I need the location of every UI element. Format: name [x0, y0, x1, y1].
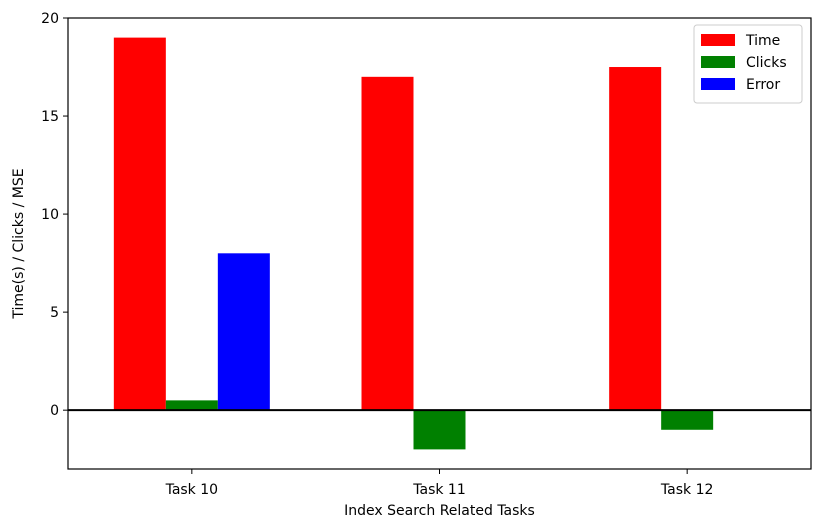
x-axis-ticks: Task 10 Task 11 Task 12: [165, 469, 713, 498]
x-tick-label: Task 12: [660, 482, 713, 498]
y-tick-label: 15: [41, 109, 59, 125]
legend-swatch-clicks: [701, 56, 735, 68]
bar-time-task-12: [609, 67, 662, 411]
y-tick-label: 0: [50, 403, 59, 419]
x-tick-label: Task 11: [412, 482, 465, 498]
y-axis-label: Time(s) / Clicks / MSE: [11, 168, 27, 319]
bar-time-task-10: [113, 37, 166, 411]
y-tick-label: 5: [50, 305, 59, 321]
legend-label-clicks: Clicks: [746, 55, 787, 71]
x-axis-label: Index Search Related Tasks: [344, 503, 535, 519]
legend: Time Clicks Error: [693, 24, 803, 104]
legend-swatch-time: [701, 34, 735, 46]
y-tick-label: 20: [41, 11, 59, 27]
legend-label-error: Error: [746, 77, 780, 93]
legend-swatch-error: [701, 78, 735, 90]
bars-layer: [113, 37, 714, 450]
bar-clicks-task-12: [661, 410, 714, 430]
bar-time-task-11: [361, 76, 414, 411]
bar-error-task-10: [217, 253, 270, 411]
legend-label-time: Time: [745, 33, 780, 49]
x-tick-label: Task 10: [165, 482, 218, 498]
y-axis-ticks: 0 5 10 15 20: [41, 11, 68, 419]
y-tick-label: 10: [41, 207, 59, 223]
bar-clicks-task-11: [413, 410, 466, 450]
bar-clicks-task-10: [165, 400, 218, 411]
